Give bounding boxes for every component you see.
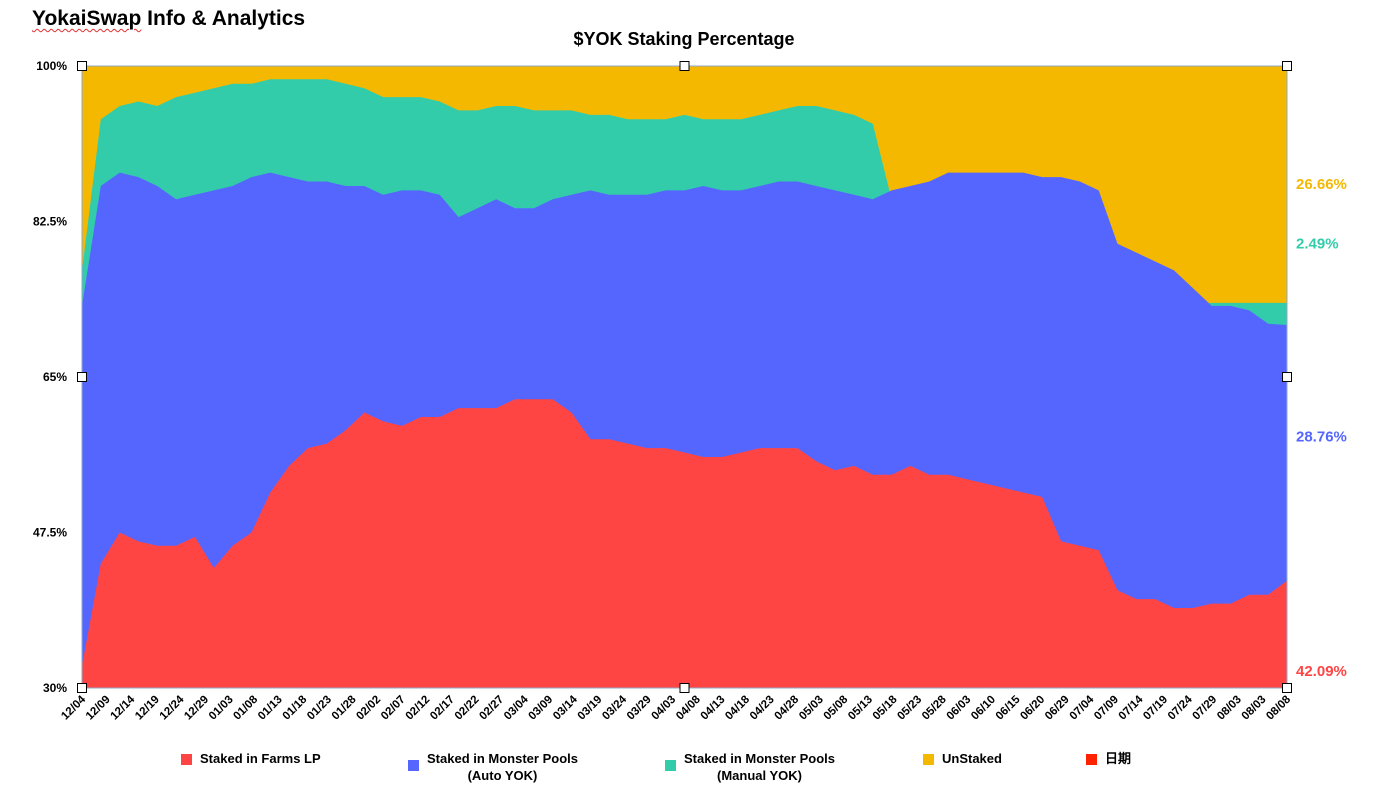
app-title: YokaiSwap Info & Analytics bbox=[32, 7, 305, 31]
x-tick-label: 01/28 bbox=[330, 693, 359, 722]
x-tick-label: 05/03 bbox=[797, 694, 826, 723]
resize-handle[interactable] bbox=[77, 683, 87, 693]
x-tick-label: 04/23 bbox=[748, 694, 777, 723]
legend-swatch-farms-lp bbox=[181, 754, 192, 765]
resize-handle[interactable] bbox=[679, 683, 690, 693]
x-tick-label: 07/24 bbox=[1166, 693, 1195, 722]
x-tick-label: 03/19 bbox=[576, 694, 605, 723]
x-tick-label: 03/14 bbox=[551, 693, 580, 722]
y-tick-label: 30% bbox=[43, 681, 67, 695]
app-title-rest: Info & Analytics bbox=[141, 7, 306, 30]
legend-label-auto-yok: Staked in Monster Pools (Auto YOK) bbox=[427, 751, 578, 783]
resize-handle[interactable] bbox=[1282, 61, 1292, 71]
x-tick-label: 12/29 bbox=[182, 694, 211, 723]
chart-title: $YOK Staking Percentage bbox=[573, 29, 795, 49]
x-tick-label: 04/28 bbox=[772, 693, 801, 722]
legend-swatch-date bbox=[1086, 754, 1097, 765]
x-tick-label: 04/13 bbox=[699, 694, 728, 723]
x-tick-label: 04/18 bbox=[723, 693, 752, 722]
resize-handle[interactable] bbox=[1282, 372, 1292, 382]
x-tick-label: 06/20 bbox=[1018, 694, 1047, 723]
legend-swatch-auto-yok bbox=[408, 760, 419, 771]
x-tick-label: 03/09 bbox=[526, 694, 555, 723]
legend-label-manual-yok: Staked in Monster Pools (Manual YOK) bbox=[684, 751, 835, 783]
legend-label-date: 日期 bbox=[1105, 751, 1132, 766]
x-tick-label: 07/19 bbox=[1141, 694, 1170, 723]
x-tick-label: 12/09 bbox=[84, 694, 113, 723]
x-tick-label: 06/10 bbox=[969, 694, 998, 723]
x-tick-label: 02/02 bbox=[354, 694, 383, 723]
x-tick-label: 06/29 bbox=[1043, 694, 1072, 723]
x-tick-label: 05/13 bbox=[846, 694, 875, 723]
x-tick-label: 07/04 bbox=[1068, 693, 1097, 722]
x-tick-label: 01/08 bbox=[231, 693, 260, 722]
legend-swatch-unstaked bbox=[923, 754, 934, 765]
resize-handle[interactable] bbox=[77, 61, 87, 71]
x-tick-label: 05/28 bbox=[920, 693, 949, 722]
x-tick-label: 07/29 bbox=[1190, 694, 1219, 723]
app-title-brand: YokaiSwap bbox=[32, 7, 142, 30]
x-tick-label: 02/07 bbox=[379, 694, 408, 723]
x-tick-label: 05/08 bbox=[822, 693, 851, 722]
x-tick-label: 02/17 bbox=[428, 694, 457, 723]
x-tick-label: 01/13 bbox=[256, 694, 285, 723]
x-tick-label: 02/27 bbox=[477, 694, 506, 723]
x-tick-label: 07/09 bbox=[1092, 694, 1121, 723]
x-tick-label: 01/18 bbox=[281, 693, 310, 722]
series-end-label: 42.09% bbox=[1296, 663, 1347, 680]
x-tick-label: 03/24 bbox=[600, 693, 629, 722]
x-tick-label: 04/08 bbox=[674, 693, 703, 722]
legend-swatch-manual-yok bbox=[665, 760, 676, 771]
x-tick-label: 08/08 bbox=[1264, 693, 1293, 722]
x-tick-label: 04/03 bbox=[649, 694, 678, 723]
resize-handle[interactable] bbox=[1282, 683, 1292, 693]
series-end-label: 28.76% bbox=[1296, 429, 1347, 446]
series-end-label: 2.49% bbox=[1296, 236, 1339, 253]
x-tick-label: 06/03 bbox=[945, 694, 974, 723]
x-tick-label: 12/04 bbox=[59, 693, 88, 722]
x-tick-label: 07/14 bbox=[1117, 693, 1146, 722]
area-farms-lp bbox=[82, 399, 1287, 688]
x-tick-label: 02/12 bbox=[404, 694, 433, 723]
legend-label-farms-lp: Staked in Farms LP bbox=[200, 751, 321, 766]
x-tick-label: 12/19 bbox=[133, 694, 162, 723]
resize-handle[interactable] bbox=[77, 372, 87, 382]
y-tick-label: 100% bbox=[36, 59, 67, 73]
y-tick-label: 82.5% bbox=[33, 215, 67, 229]
x-tick-label: 03/29 bbox=[625, 694, 654, 723]
x-tick-label: 12/24 bbox=[158, 693, 187, 722]
x-tick-label: 03/04 bbox=[502, 693, 531, 722]
x-tick-label: 05/23 bbox=[895, 694, 924, 723]
x-tick-label: 12/14 bbox=[108, 693, 137, 722]
series-end-label: 26.66% bbox=[1296, 176, 1347, 193]
x-tick-label: 08/03 bbox=[1215, 694, 1244, 723]
x-tick-label: 06/15 bbox=[994, 693, 1023, 722]
x-tick-label: 02/22 bbox=[453, 694, 482, 723]
x-tick-label: 01/03 bbox=[207, 694, 236, 723]
y-tick-label: 65% bbox=[43, 370, 67, 384]
x-tick-label: 01/23 bbox=[305, 694, 334, 723]
resize-handle[interactable] bbox=[679, 61, 690, 71]
x-tick-label: 05/18 bbox=[871, 693, 900, 722]
x-tick-label: 08/03 bbox=[1240, 694, 1269, 723]
y-tick-label: 47.5% bbox=[33, 526, 67, 540]
legend-label-unstaked: UnStaked bbox=[942, 751, 1002, 766]
